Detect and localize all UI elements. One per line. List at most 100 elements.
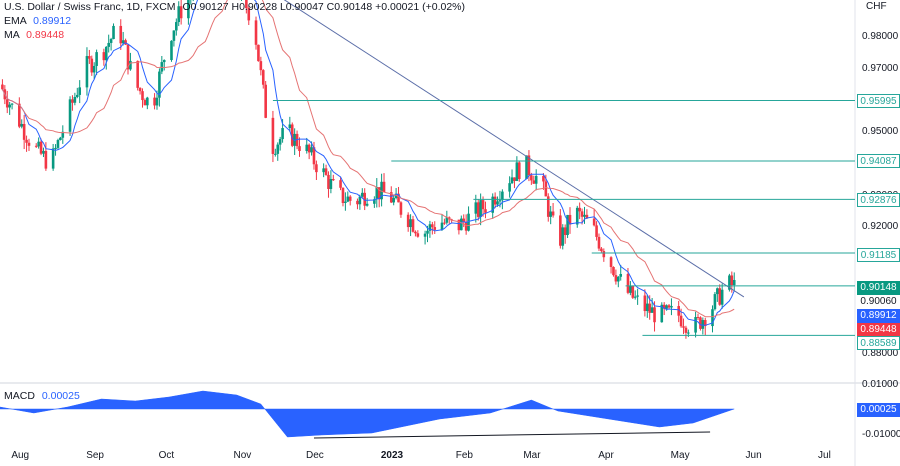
candle-up bbox=[360, 192, 364, 197]
candle-down bbox=[643, 295, 647, 312]
ema-value: 0.89912 bbox=[33, 15, 72, 27]
candle-down bbox=[580, 211, 584, 217]
symbol-row: U.S. Dollar / Swiss Franc, 1D, FXCM O0.9… bbox=[4, 0, 465, 14]
candle-down bbox=[703, 320, 707, 327]
candle-up bbox=[501, 191, 504, 201]
candle-up bbox=[177, 6, 181, 23]
candle-down bbox=[476, 202, 480, 217]
candle-down bbox=[532, 180, 536, 184]
candle-up bbox=[276, 144, 280, 154]
x-tick-label: 2023 bbox=[380, 450, 404, 461]
candle-down bbox=[312, 147, 316, 165]
x-tick-label: Oct bbox=[158, 450, 175, 461]
candle-down bbox=[667, 305, 671, 308]
candle-up bbox=[274, 153, 277, 155]
candle-up bbox=[54, 147, 57, 149]
candle-up bbox=[373, 199, 376, 204]
candle-up bbox=[59, 137, 62, 141]
candle-down bbox=[653, 307, 656, 323]
macd-tick-label: -0.01000 bbox=[862, 429, 900, 440]
candle-up bbox=[68, 99, 72, 132]
candle-down bbox=[493, 196, 497, 205]
candle-up bbox=[344, 201, 347, 203]
candle-down bbox=[414, 231, 417, 234]
price-tag: 0.90060 bbox=[857, 295, 900, 309]
chart-legend: U.S. Dollar / Swiss Franc, 1D, FXCM O0.9… bbox=[4, 0, 465, 42]
candle-down bbox=[595, 225, 598, 237]
ema-line bbox=[1, 0, 735, 326]
x-tick-label: May bbox=[670, 450, 690, 461]
candle-down bbox=[600, 248, 603, 252]
candle-down bbox=[307, 144, 311, 153]
candle-up bbox=[687, 332, 690, 334]
candle-up bbox=[187, 0, 190, 19]
candle-up bbox=[713, 294, 717, 310]
ma-value: 0.89448 bbox=[26, 29, 65, 41]
x-tick-label: Aug bbox=[11, 450, 30, 461]
candle-down bbox=[662, 304, 666, 309]
candle-up bbox=[629, 286, 632, 293]
candle-down bbox=[71, 99, 74, 103]
candle-down bbox=[592, 218, 596, 226]
candle-up bbox=[467, 213, 470, 231]
candle-up bbox=[175, 22, 178, 31]
candle-down bbox=[356, 200, 359, 205]
candle-down bbox=[546, 196, 550, 217]
candle-up bbox=[20, 123, 24, 127]
candle-up bbox=[617, 276, 620, 282]
candle-down bbox=[179, 6, 183, 19]
candle-up bbox=[508, 183, 511, 192]
candle-down bbox=[389, 192, 393, 203]
candle-up bbox=[575, 207, 579, 225]
candle-up bbox=[525, 155, 528, 180]
candle-down bbox=[602, 251, 606, 258]
candle-up bbox=[701, 320, 705, 329]
candle-up bbox=[78, 87, 82, 95]
candle-up bbox=[650, 307, 654, 313]
candle-down bbox=[464, 221, 468, 231]
price-tag: 0.90148 bbox=[857, 281, 900, 295]
macd-price-tag: 0.00025 bbox=[857, 403, 900, 417]
candle-up bbox=[92, 65, 96, 73]
candle-down bbox=[377, 187, 381, 200]
candle-up bbox=[474, 202, 478, 214]
candle-up bbox=[288, 124, 292, 129]
candle-down bbox=[27, 142, 31, 146]
candle-down bbox=[271, 117, 275, 154]
candle-up bbox=[51, 148, 55, 169]
candle-down bbox=[22, 123, 26, 140]
candle-up bbox=[73, 96, 77, 103]
axis-unit: CHF bbox=[866, 1, 887, 12]
candle-down bbox=[730, 275, 734, 286]
candle-down bbox=[44, 150, 48, 169]
candle-up bbox=[515, 162, 519, 181]
candle-down bbox=[141, 91, 144, 101]
candle-up bbox=[409, 219, 412, 228]
candle-up bbox=[109, 39, 113, 43]
macd-divergence-line bbox=[313, 431, 711, 439]
candle-down bbox=[247, 8, 251, 21]
candle-down bbox=[530, 175, 533, 181]
price-tag: 0.89912 bbox=[857, 309, 900, 323]
candle-down bbox=[517, 162, 521, 180]
x-tick-label: Apr bbox=[598, 450, 614, 461]
candle-up bbox=[162, 60, 166, 63]
candle-up bbox=[305, 144, 309, 151]
price-tag: 0.91185 bbox=[857, 248, 900, 262]
candle-up bbox=[619, 273, 623, 277]
candle-up bbox=[645, 303, 649, 312]
candle-up bbox=[392, 198, 395, 203]
candle-down bbox=[382, 181, 386, 193]
x-tick-label: Sep bbox=[86, 450, 104, 461]
candle-down bbox=[90, 58, 94, 73]
candle-down bbox=[559, 215, 562, 246]
candle-up bbox=[358, 196, 362, 205]
candle-down bbox=[245, 0, 248, 9]
candle-down bbox=[457, 219, 461, 231]
candle-down bbox=[290, 124, 294, 146]
candle-down bbox=[612, 266, 615, 276]
candle-down bbox=[544, 181, 548, 197]
ohlc-readout: O0.90127 H0.90228 L0.90047 C0.90148 +0.0… bbox=[182, 1, 466, 13]
candle-down bbox=[614, 275, 618, 282]
